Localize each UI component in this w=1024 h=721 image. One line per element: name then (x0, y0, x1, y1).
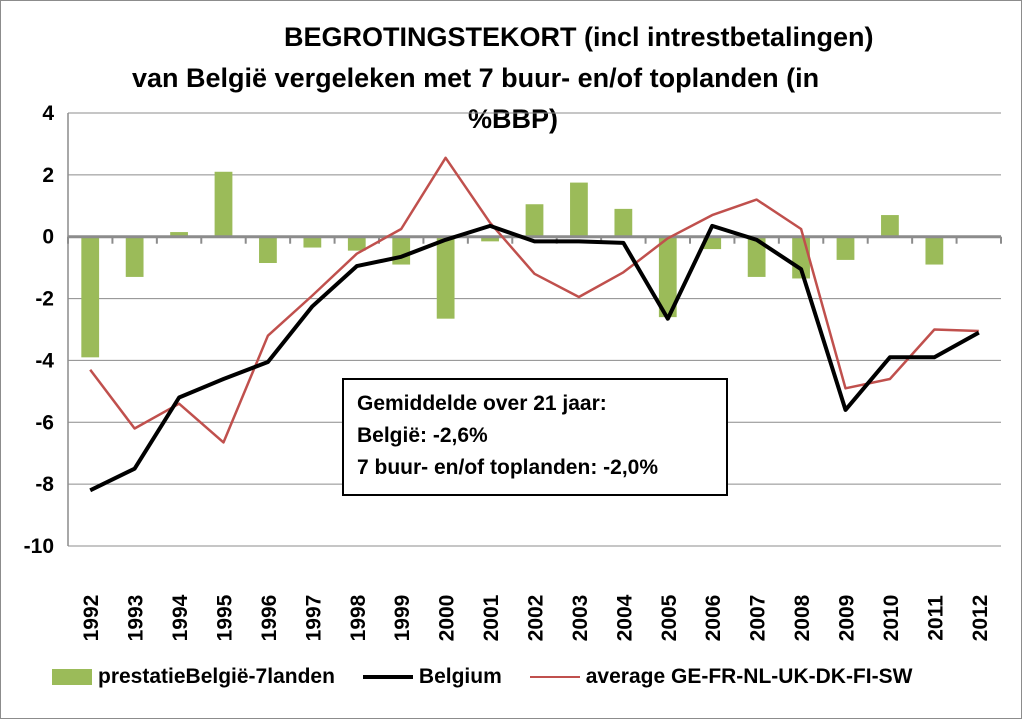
y-tick-label-6: -8 (35, 473, 54, 496)
x-tick-label-2001: 2001 (480, 594, 503, 641)
legend-label-average: average GE-FR-NL-UK-DK-FI-SW (585, 665, 913, 688)
bar-1994 (170, 232, 188, 237)
x-tick-label-1992: 1992 (80, 595, 103, 642)
legend: prestatieBelgië-7landen Belgium average … (52, 662, 940, 692)
x-tick-label-2007: 2007 (747, 595, 770, 642)
y-tick-label-4: -4 (35, 349, 54, 372)
average-annotation-box: Gemiddelde over 21 jaar: België: -2,6% 7… (342, 378, 728, 496)
x-tick-label-2011: 2011 (924, 595, 947, 641)
annotation-line-1: Gemiddelde over 21 jaar: (357, 392, 607, 415)
bar-1998 (347, 236, 366, 251)
annotation-line-2: België: -2,6% (357, 424, 488, 447)
bar-1996 (259, 236, 277, 264)
bar-2002 (525, 204, 544, 237)
bar-1997 (303, 236, 322, 248)
bar-2006 (703, 236, 722, 250)
x-tick-label-1997: 1997 (302, 595, 325, 642)
bar-2001 (481, 236, 499, 242)
x-tick-label-2002: 2002 (525, 595, 548, 642)
x-tick-label-2004: 2004 (613, 594, 636, 641)
bar-2004 (614, 208, 633, 237)
bar-2010 (881, 215, 899, 237)
x-tick-label-1994: 1994 (169, 594, 192, 641)
chart-title-line-1: BEGROTINGSTEKORT (incl intrestbetalingen… (284, 22, 874, 52)
bar-2003 (570, 182, 588, 237)
x-tick-label-2008: 2008 (791, 594, 814, 641)
line-average-7-countries (89, 156, 979, 444)
bar-2005 (658, 236, 677, 318)
x-tick-label-2003: 2003 (569, 595, 592, 642)
x-tick-label-1993: 1993 (125, 595, 148, 642)
x-tick-label-1999: 1999 (391, 595, 414, 642)
line-belgium (89, 223, 980, 493)
x-tick-label-2010: 2010 (880, 595, 903, 642)
y-tick-label-1: 2 (42, 164, 54, 187)
bar-2000 (436, 236, 455, 319)
x-tick-label-2012: 2012 (969, 595, 992, 642)
legend-swatch-bars (52, 669, 92, 685)
legend-item-average: average GE-FR-NL-UK-DK-FI-SW (529, 665, 913, 689)
x-tick-label-1995: 1995 (214, 594, 237, 641)
bar-1999 (392, 236, 411, 265)
bar-1992 (81, 236, 100, 358)
x-tick-label-1998: 1998 (347, 594, 370, 641)
y-tick-label-0: 4 (42, 102, 54, 125)
legend-item-belgium: Belgium (362, 665, 502, 689)
bar-1995 (214, 171, 233, 237)
y-tick-label-2: 0 (42, 226, 54, 249)
bar-2011 (925, 236, 944, 265)
bar-1993 (125, 236, 144, 277)
legend-item-bars: prestatieBelgië-7landen (52, 665, 335, 689)
annotation-line-3: 7 buur- en/of toplanden: -2,0% (357, 456, 659, 479)
legend-swatch-belgium (362, 675, 413, 679)
legend-label-belgium: Belgium (418, 665, 502, 688)
x-tick-label-2006: 2006 (702, 595, 725, 642)
chart-title-line-3: %BBP) (468, 104, 559, 134)
x-tick-label-2009: 2009 (836, 595, 859, 642)
x-tick-label-1996: 1996 (258, 595, 281, 642)
y-tick-label-3: -2 (35, 288, 54, 311)
x-tick-label-2005: 2005 (658, 594, 681, 641)
y-tick-label-7: -10 (24, 535, 54, 558)
bar-2007 (747, 236, 766, 277)
chart-title-line-2: van België vergeleken met 7 buur- en/of … (132, 63, 820, 93)
bar-2009 (836, 236, 855, 260)
y-tick-label-5: -6 (35, 411, 54, 434)
legend-label-bars: prestatieBelgië-7landen (98, 665, 335, 688)
legend-swatch-average (529, 676, 580, 678)
x-tick-label-2000: 2000 (436, 595, 459, 642)
